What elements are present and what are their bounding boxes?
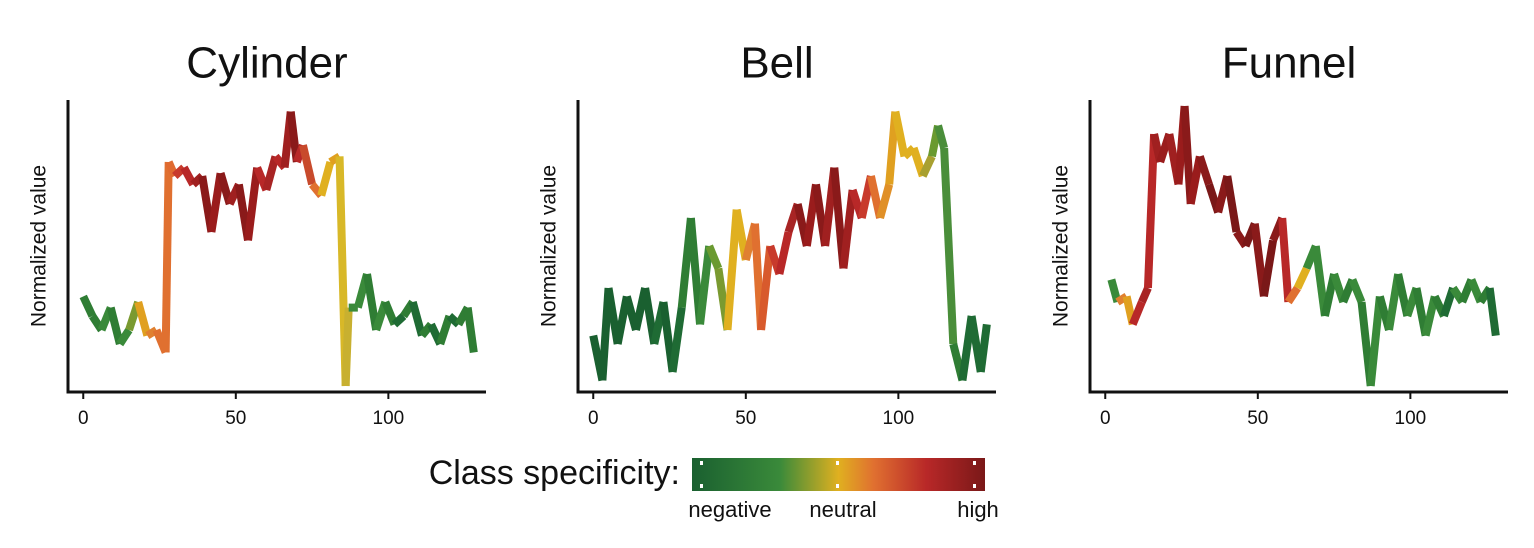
x-tick-label: 50 [225,408,246,429]
line-segment [1180,105,1195,205]
line-segment [161,161,173,353]
legend-label: high [957,497,999,522]
line-segment [317,160,335,197]
x-tick-label: 0 [78,408,89,429]
y-axis-label: Normalized value [1050,165,1073,327]
legend-title: Class specificity: [429,454,680,492]
line-segment [705,244,723,270]
line-segment [1278,217,1293,303]
line-segment [299,144,316,186]
x-tick-label: 0 [588,408,599,429]
line-segment [1485,287,1500,337]
line-segment [1129,300,1146,326]
y-axis-label: Normalized value [28,165,51,327]
line-segment [839,189,857,269]
line-segment [463,307,478,353]
x-tick-label: 50 [1247,408,1268,429]
line-segment [79,294,97,318]
line-segment [1138,286,1152,304]
line-segment [106,306,124,345]
line-segment [934,124,948,150]
x-tick-label: 100 [373,408,405,429]
chart-title: Cylinder [186,39,347,88]
line-segment [976,323,991,373]
line-segment [940,147,958,345]
line-segment [116,327,133,347]
line-segment [1348,278,1366,304]
line-segment [1421,295,1439,337]
line-segment [1366,295,1384,387]
chart-title: Funnel [1222,39,1357,88]
line-segment [1293,266,1311,290]
line-segment [775,231,793,275]
line-segment [1196,155,1213,186]
colorbar-ticks [700,461,976,488]
x-tick-label: 50 [735,408,756,429]
line-segment [891,110,909,158]
line-segment [207,172,225,233]
y-axis-label: Normalized value [538,165,561,327]
line-segment [1284,285,1301,305]
line-segment [1259,239,1278,298]
line-segment [436,314,454,346]
line-segment [723,209,741,331]
line-segment [1223,175,1241,233]
line-segment [391,313,407,328]
legend-label: negative [688,497,771,522]
x-tick-label: 100 [883,408,915,429]
line-segment [876,183,894,220]
line-segment [408,300,426,337]
line-segment [262,155,280,192]
line-segment [341,307,353,387]
line-segment [919,154,936,178]
line-segment [757,245,775,331]
x-tick-label: 0 [1100,408,1111,429]
legend-label: neutral [809,497,876,522]
line-segment [668,307,686,373]
line-segment [696,245,714,325]
line-segment [1143,133,1159,289]
chart-title: Bell [740,39,813,88]
x-tick-label: 100 [1395,408,1427,429]
line-segment [363,273,381,331]
line-segment [134,300,152,337]
line-segment [244,167,262,241]
